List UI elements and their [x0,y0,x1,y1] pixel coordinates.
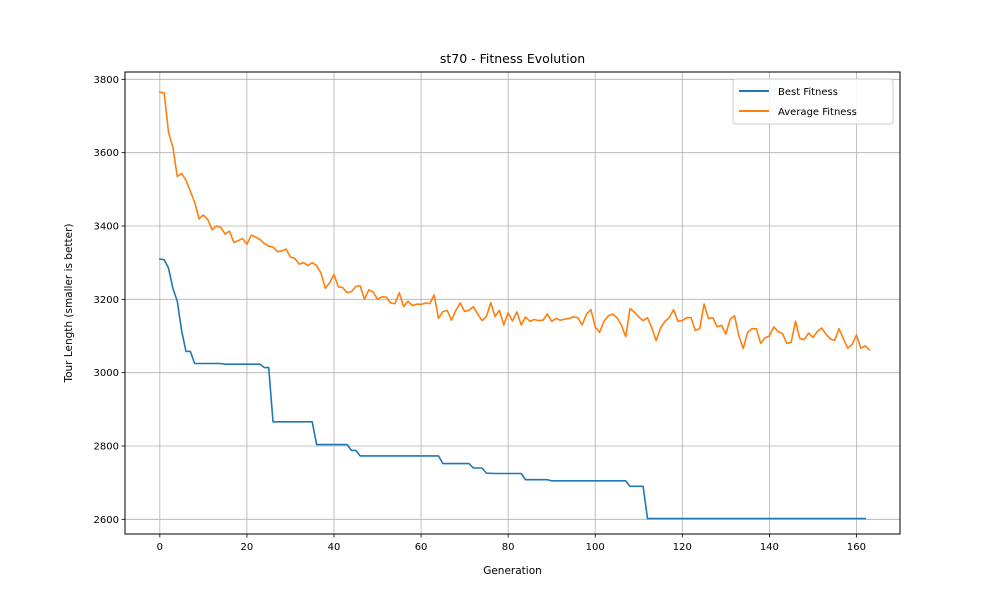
x-tick-label: 80 [502,542,515,553]
plot-frame [124,71,901,535]
x-tick-label: 140 [760,542,779,553]
y-tick-label: 3600 [94,148,119,159]
legend-label-average: Average Fitness [778,107,857,118]
y-tick-label: 3200 [94,295,119,306]
x-axis-label: Generation [483,565,542,577]
y-tick-label: 3400 [94,222,119,233]
legend: Best Fitness Average Fitness [732,78,894,125]
series-line-best-fitness [158,258,866,520]
y-tick-label: 2600 [94,515,119,526]
series-line-average-fitness [158,91,871,352]
x-tick-label: 160 [847,542,866,553]
x-tick-label: 60 [415,542,428,553]
x-tick-label: 100 [586,542,605,553]
y-tick-label: 3800 [94,75,119,86]
y-tick-label: 3000 [94,368,119,379]
y-tick-label: 2800 [94,442,119,453]
x-tick-label: 40 [328,542,341,553]
x-tick-label: 0 [157,542,163,553]
x-tick-label: 120 [673,542,692,553]
series-layer [158,91,871,520]
legend-box [732,78,894,125]
x-tick-label: 20 [241,542,254,553]
y-axis-label: Tour Length (smaller is better) [63,223,75,383]
legend-label-best: Best Fitness [778,87,838,98]
axis-ticks: 0 20 40 60 80 100 120 140 160 2600 2800 3000 3200 340… [94,75,866,553]
chart-title: st70 - Fitness Evolution [440,51,585,66]
